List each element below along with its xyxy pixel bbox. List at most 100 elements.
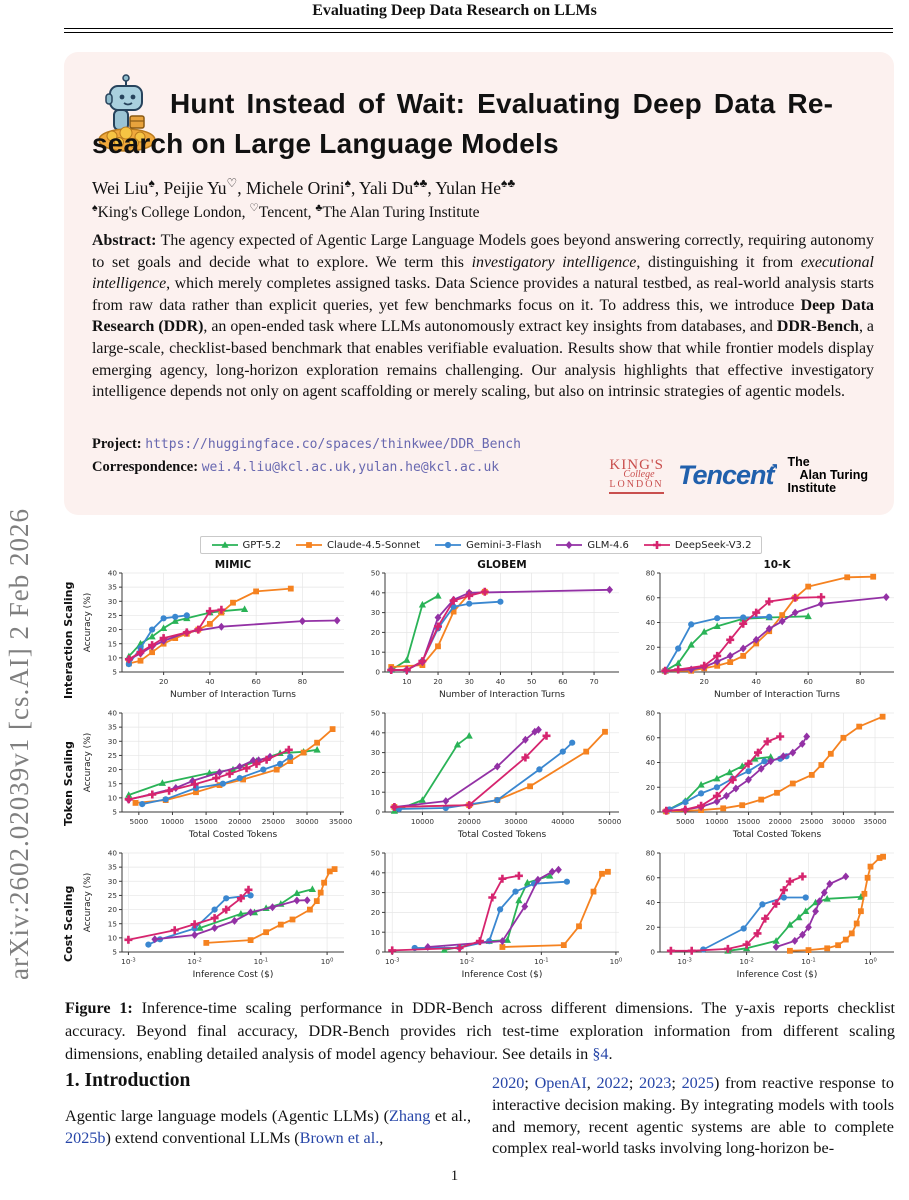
svg-text:10-K: 10-K [763, 559, 791, 571]
svg-text:Inference Cost ($): Inference Cost ($) [737, 970, 818, 980]
svg-text:30: 30 [108, 877, 118, 886]
svg-text:Inference Cost ($): Inference Cost ($) [193, 970, 274, 980]
text-segment: , Peijie Yu [154, 177, 227, 198]
figure-row-interaction: Interaction Scaling 20 40 60 80 5 10 15 20 25 30 3… [60, 557, 902, 705]
svg-text:40000: 40000 [551, 817, 575, 826]
citation-link[interactable]: 2022 [596, 1074, 629, 1092]
svg-text:20000: 20000 [458, 817, 482, 826]
figure-row-cost: Cost Scaling 10-3 10-2 10-1 100 5 10 15 20 25 30 3… [60, 845, 902, 985]
svg-text:60: 60 [558, 677, 568, 686]
svg-text:80: 80 [646, 569, 656, 578]
subplot-cost-mimic: 10-3 10-2 10-1 100 5 10 15 20 25 30 35 40 Inference … [77, 845, 352, 985]
svg-text:50: 50 [527, 677, 537, 686]
paper-title-line2: search on Large Language Models [92, 128, 559, 159]
text-segment: , Yulan He [427, 177, 502, 198]
text-segment: ♡ [226, 176, 238, 190]
text-segment: ♣ [315, 203, 323, 214]
citation-link[interactable]: Zhang [388, 1107, 431, 1125]
correspondence-emails-link[interactable]: wei.4.liu@kcl.ac.uk,yulan.he@kcl.ac.uk [201, 460, 500, 475]
svg-text:Accuracy (%): Accuracy (%) [83, 733, 93, 793]
robot-treasure-icon [98, 74, 156, 152]
citation-link[interactable]: OpenAI [534, 1074, 587, 1092]
svg-text:30: 30 [371, 608, 381, 617]
svg-text:60: 60 [251, 677, 261, 686]
svg-text:30: 30 [465, 677, 475, 686]
svg-text:10000: 10000 [705, 817, 729, 826]
citation-link[interactable]: §4 [592, 1044, 609, 1063]
svg-text:20: 20 [159, 677, 169, 686]
svg-text:100: 100 [864, 957, 877, 966]
svg-text:20: 20 [371, 628, 381, 637]
svg-text:40: 40 [371, 728, 381, 737]
svg-text:10-1: 10-1 [534, 957, 548, 966]
svg-text:60: 60 [646, 593, 656, 602]
legend-label: GLM-4.6 [587, 539, 629, 551]
svg-text:40: 40 [108, 849, 118, 858]
text-segment: Inference-time scaling performance in DD… [65, 999, 895, 1063]
svg-text:10-2: 10-2 [739, 957, 753, 966]
text-segment: ) from reactive response to interactive … [492, 1074, 895, 1158]
text-segment: ; [671, 1074, 682, 1092]
svg-text:0: 0 [650, 808, 655, 817]
project-line: Project: https://huggingface.co/spaces/t… [92, 436, 521, 453]
svg-text:80: 80 [856, 677, 866, 686]
correspondence-label: Correspondence: [92, 459, 199, 475]
legend-marker-diamond-icon [556, 541, 583, 549]
svg-text:5: 5 [112, 948, 117, 957]
svg-text:80: 80 [646, 709, 656, 718]
text-segment: , an open-ended task where LLMs autonomo… [203, 318, 777, 336]
svg-text:40: 40 [496, 677, 506, 686]
citation-link[interactable]: 2020 [492, 1074, 525, 1092]
citation-link[interactable]: 2023 [639, 1074, 672, 1092]
text-segment: ♡ [249, 203, 259, 214]
legend-item-gpt-5.2: GPT-5.2 [211, 539, 281, 551]
text-segment: The agency expected of Agentic Large Lan… [92, 232, 874, 271]
title-box: Hunt Instead of Wait: Evaluating Deep Da… [64, 52, 894, 515]
svg-text:25: 25 [108, 751, 117, 760]
citation-link[interactable]: 2025b [65, 1128, 106, 1147]
svg-text:40: 40 [108, 569, 118, 578]
legend-marker-triangle-icon [211, 541, 238, 548]
legend-label: DeepSeek-V3.2 [674, 539, 752, 551]
running-header: Evaluating Deep Data Research on LLMs [312, 2, 597, 19]
svg-text:35000: 35000 [329, 817, 352, 826]
svg-text:25: 25 [108, 611, 117, 620]
svg-text:50000: 50000 [598, 817, 622, 826]
citation-link[interactable]: 2025 [681, 1074, 714, 1092]
text-segment: investigatory intelligence [471, 253, 637, 271]
project-url-link[interactable]: https://huggingface.co/spaces/thinkwee/D… [145, 437, 521, 452]
svg-text:20: 20 [700, 677, 710, 686]
row-label-token-scaling: Token Scaling [62, 741, 75, 827]
legend-marker-plus-icon [643, 541, 670, 549]
svg-text:10-3: 10-3 [385, 957, 399, 966]
intro-paragraph-left: Agentic large language models (Agentic L… [65, 1106, 471, 1150]
svg-text:20: 20 [108, 625, 118, 634]
svg-text:20: 20 [646, 923, 656, 932]
svg-text:30: 30 [371, 748, 381, 757]
svg-text:60: 60 [646, 873, 656, 882]
svg-text:20: 20 [646, 783, 656, 792]
figure-caption: Figure 1: Inference-time scaling perform… [65, 997, 895, 1065]
svg-text:0: 0 [650, 668, 655, 677]
svg-text:10-3: 10-3 [677, 957, 691, 966]
svg-text:40: 40 [752, 677, 762, 686]
text-segment: ; [628, 1074, 640, 1092]
text-segment: , which merely completes assigned tasks.… [92, 275, 874, 314]
svg-text:20: 20 [433, 677, 443, 686]
svg-text:20: 20 [108, 765, 118, 774]
svg-text:Number of Interaction Turns: Number of Interaction Turns [439, 690, 565, 700]
svg-text:40: 40 [205, 677, 215, 686]
text-segment: ♠ [344, 176, 351, 190]
svg-text:10-2: 10-2 [460, 957, 474, 966]
text-segment: , Michele Orini [237, 177, 345, 198]
citation-link[interactable]: Brown et al. [299, 1128, 380, 1147]
svg-text:50: 50 [371, 849, 381, 858]
text-segment: , distinguishing it from [636, 253, 801, 271]
svg-text:5000: 5000 [130, 817, 149, 826]
svg-text:10-3: 10-3 [121, 957, 135, 966]
svg-text:40: 40 [646, 758, 656, 767]
subplot-cost-globem: 10-3 10-2 10-1 100 0 10 20 30 40 50 Inference Cost… [352, 845, 627, 985]
authors-line: Wei Liu♠, Peijie Yu♡, Michele Orini♠, Ya… [92, 176, 872, 199]
subplot-interaction-mimic: 20 40 60 80 5 10 15 20 25 30 35 40 Number of Interac… [77, 557, 352, 705]
svg-text:10: 10 [108, 933, 118, 942]
